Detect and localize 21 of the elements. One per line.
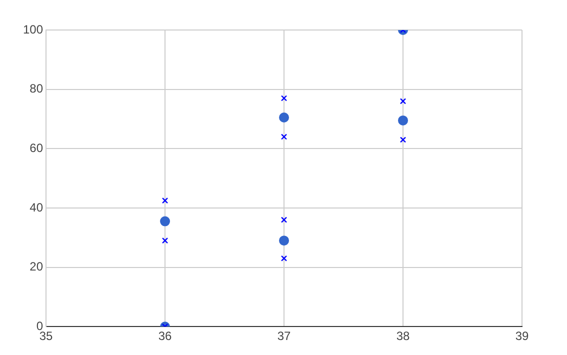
point: [280, 134, 288, 140]
point: [400, 98, 406, 104]
point: [280, 216, 288, 223]
point: [280, 255, 288, 262]
y-tick-label: 60: [30, 140, 44, 155]
point: [280, 95, 288, 102]
x-tick-label: 37: [277, 329, 292, 344]
x-tick-label: 38: [396, 329, 410, 344]
y-tick-label: 80: [30, 82, 44, 96]
y-tick-label: 40: [30, 200, 44, 214]
point: [398, 115, 408, 126]
point: [160, 216, 170, 226]
point: [279, 236, 290, 246]
y-tick-label: 20: [30, 260, 44, 274]
point: [279, 112, 290, 122]
y-tick-label: 100: [22, 22, 44, 36]
x-tick-label: 39: [515, 329, 529, 344]
point: [400, 136, 406, 143]
point: [162, 238, 168, 244]
x-tick-label: 36: [158, 329, 172, 344]
point: [162, 197, 168, 204]
